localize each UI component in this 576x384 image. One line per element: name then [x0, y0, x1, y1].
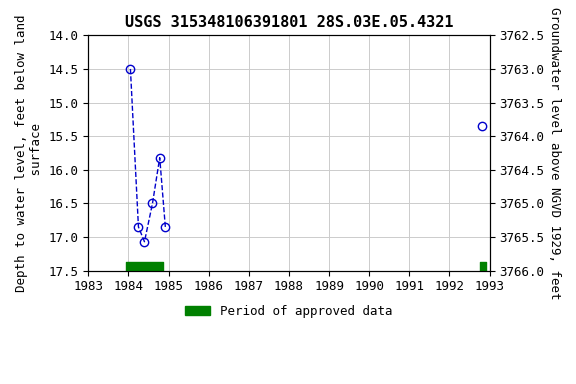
Title: USGS 315348106391801 28S.03E.05.4321: USGS 315348106391801 28S.03E.05.4321	[124, 15, 453, 30]
Y-axis label: Groundwater level above NGVD 1929, feet: Groundwater level above NGVD 1929, feet	[548, 7, 561, 299]
Legend: Period of approved data: Period of approved data	[180, 300, 397, 323]
Y-axis label: Depth to water level, feet below land
 surface: Depth to water level, feet below land su…	[15, 14, 43, 292]
